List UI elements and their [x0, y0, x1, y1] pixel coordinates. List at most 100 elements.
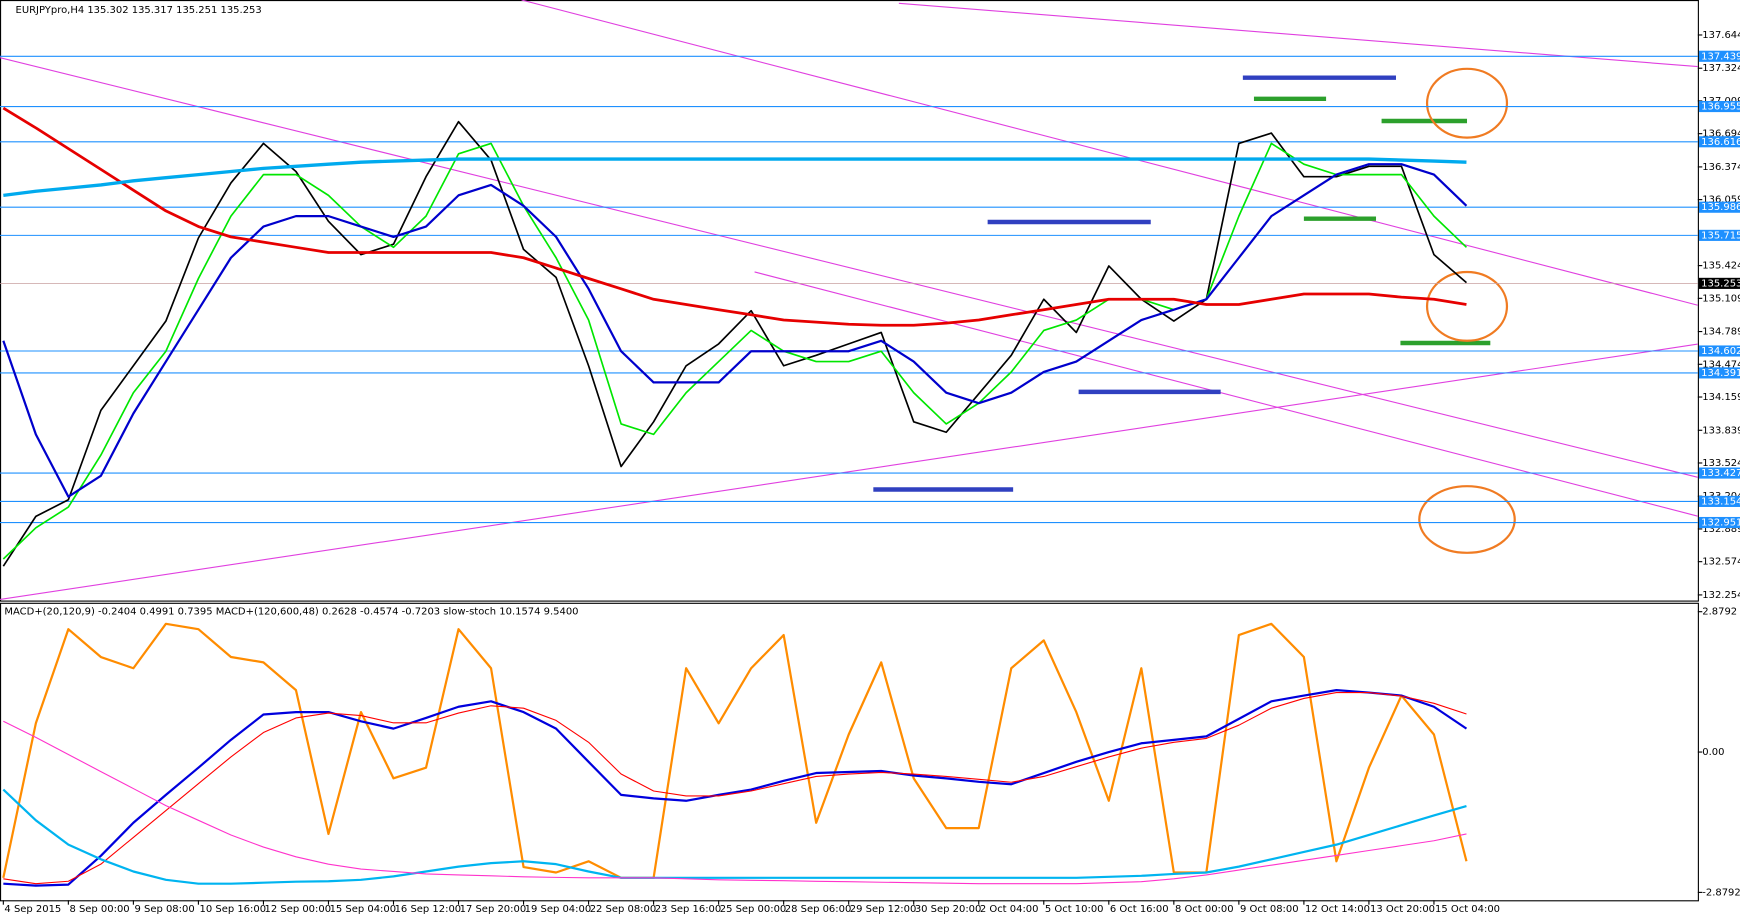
x-tick-label: 30 Sep 20:00 — [915, 904, 982, 915]
level-tag: 135.986 — [1698, 201, 1740, 213]
series-line — [2, 163, 1468, 498]
x-tick-label: 22 Sep 08:00 — [590, 904, 657, 915]
series-line — [3, 688, 1468, 887]
x-tick-label: 19 Sep 04:00 — [525, 904, 592, 915]
x-tick-label: 12 Oct 14:00 — [1305, 904, 1370, 915]
x-tick-label: 29 Sep 12:00 — [850, 904, 917, 915]
x-tick-label: 8 Sep 00:00 — [69, 904, 129, 915]
level-label: 132.951 — [1701, 518, 1740, 529]
y-tick-label: 134.159 — [1702, 392, 1740, 403]
series-line — [2, 142, 1468, 560]
level-label: 133.154 — [1701, 496, 1740, 507]
level-label: 137.439 — [1701, 51, 1740, 62]
highlight-circle — [1418, 485, 1516, 554]
level-tag-bg — [1698, 50, 1740, 62]
series-line — [2, 622, 1468, 879]
x-tick-label: 15 Sep 04:00 — [330, 904, 397, 915]
y-tick-label: 0.00 — [1702, 747, 1724, 758]
x-tick-label: 10 Sep 16:00 — [200, 904, 267, 915]
highlight-circle — [1425, 270, 1509, 342]
x-tick-label: 28 Sep 06:00 — [785, 904, 852, 915]
labels: 137.644137.324137.009136.694136.374136.0… — [2, 30, 1740, 915]
level-tag-bg — [1698, 516, 1740, 529]
level-tag-bg — [1698, 101, 1740, 113]
levels — [0, 55, 1698, 524]
level-tag-bg — [1698, 201, 1740, 213]
series-line — [2, 106, 1467, 327]
level-label: 134.602 — [1701, 346, 1740, 357]
y-tick-label: 136.694 — [1702, 129, 1740, 140]
level-tag-bg — [1698, 229, 1740, 241]
level-tag: 136.955 — [1698, 101, 1740, 113]
x-tick-label: 15 Oct 04:00 — [1435, 904, 1500, 915]
level-tag-bg — [1698, 495, 1740, 507]
trend-line — [0, 57, 1698, 478]
y-tick-label: 134.474 — [1702, 359, 1740, 370]
last-price-label: 135.253 — [1701, 278, 1740, 289]
series-line — [3, 157, 1467, 198]
x-tick-label: 2 Oct 04:00 — [980, 904, 1039, 915]
y-tick-label: 135.424 — [1702, 261, 1740, 272]
x-tick-label: 9 Oct 08:00 — [1240, 904, 1299, 915]
chart-title: EURJPYpro,H4 135.302 135.317 135.251 135… — [16, 5, 262, 16]
level-label: 135.715 — [1701, 230, 1740, 241]
x-tick-label: 23 Sep 16:00 — [655, 904, 722, 915]
x-tick-label: 12 Sep 00:00 — [265, 904, 332, 915]
x-tick-label: 25 Sep 00:00 — [720, 904, 787, 915]
series-line — [3, 720, 1467, 885]
y-tick-label: 136.059 — [1702, 195, 1740, 206]
x-tick-label: 17 Sep 20:00 — [460, 904, 527, 915]
level-label: 136.616 — [1701, 137, 1740, 148]
x-tick-label: 5 Oct 10:00 — [1045, 904, 1104, 915]
series — [2, 106, 1468, 887]
x-tick-label: 6 Oct 16:00 — [1110, 904, 1169, 915]
y-tick-label: 134.789 — [1702, 327, 1740, 338]
y-tick-label: 132.574 — [1702, 557, 1740, 568]
level-tag-bg — [1698, 367, 1740, 379]
level-label: 134.391 — [1701, 368, 1740, 379]
level-tag: 137.439 — [1698, 50, 1740, 62]
level-tag: 135.715 — [1698, 229, 1740, 241]
level-tag: 133.427 — [1698, 467, 1740, 479]
annotations — [0, 0, 1698, 600]
trend-line — [521, 0, 1698, 306]
y-tick-label: 137.324 — [1702, 63, 1740, 74]
level-tag: 134.391 — [1698, 367, 1740, 379]
y-tick-label: 132.254 — [1702, 590, 1740, 601]
level-label: 135.986 — [1701, 202, 1740, 213]
y-tick-label: 132.889 — [1702, 524, 1740, 535]
last-price-tag: 135.253 — [1698, 277, 1740, 289]
trend-line — [0, 343, 1698, 600]
y-tick-label: 133.524 — [1702, 458, 1740, 469]
level-tag-bg — [1698, 467, 1740, 479]
level-tag-bg — [1698, 345, 1740, 357]
y-tick-label: 133.839 — [1702, 425, 1740, 436]
level-tag: 134.602 — [1698, 345, 1740, 357]
level-tag: 136.616 — [1698, 136, 1740, 148]
y-tick-label: 135.109 — [1702, 293, 1740, 304]
level-tag: 132.951 — [1698, 516, 1740, 529]
y-tick-label: 137.644 — [1702, 30, 1740, 41]
y-tick-label: 136.374 — [1702, 162, 1740, 173]
series-line — [3, 691, 1467, 885]
last-price-bg — [1698, 277, 1740, 289]
main-panel-frame — [0, 0, 1699, 602]
level-label: 133.427 — [1701, 468, 1740, 479]
x-tick-label: 13 Oct 20:00 — [1370, 904, 1435, 915]
highlight-circle — [1425, 67, 1509, 139]
level-label: 136.955 — [1701, 102, 1740, 113]
level-tag: 133.154 — [1698, 495, 1740, 507]
level-tag-bg — [1698, 136, 1740, 148]
x-tick-label: 8 Oct 00:00 — [1175, 904, 1234, 915]
x-tick-label: 16 Sep 12:00 — [395, 904, 462, 915]
y-tick-label: -2.8792 — [1702, 887, 1740, 898]
x-tick-label: 9 Sep 08:00 — [134, 904, 194, 915]
y-tick-label: 2.8792 — [1702, 607, 1737, 618]
trend-line — [754, 271, 1698, 517]
series-line — [2, 120, 1468, 567]
series-line — [2, 788, 1467, 885]
x-tick-label: 4 Sep 2015 — [4, 904, 61, 915]
